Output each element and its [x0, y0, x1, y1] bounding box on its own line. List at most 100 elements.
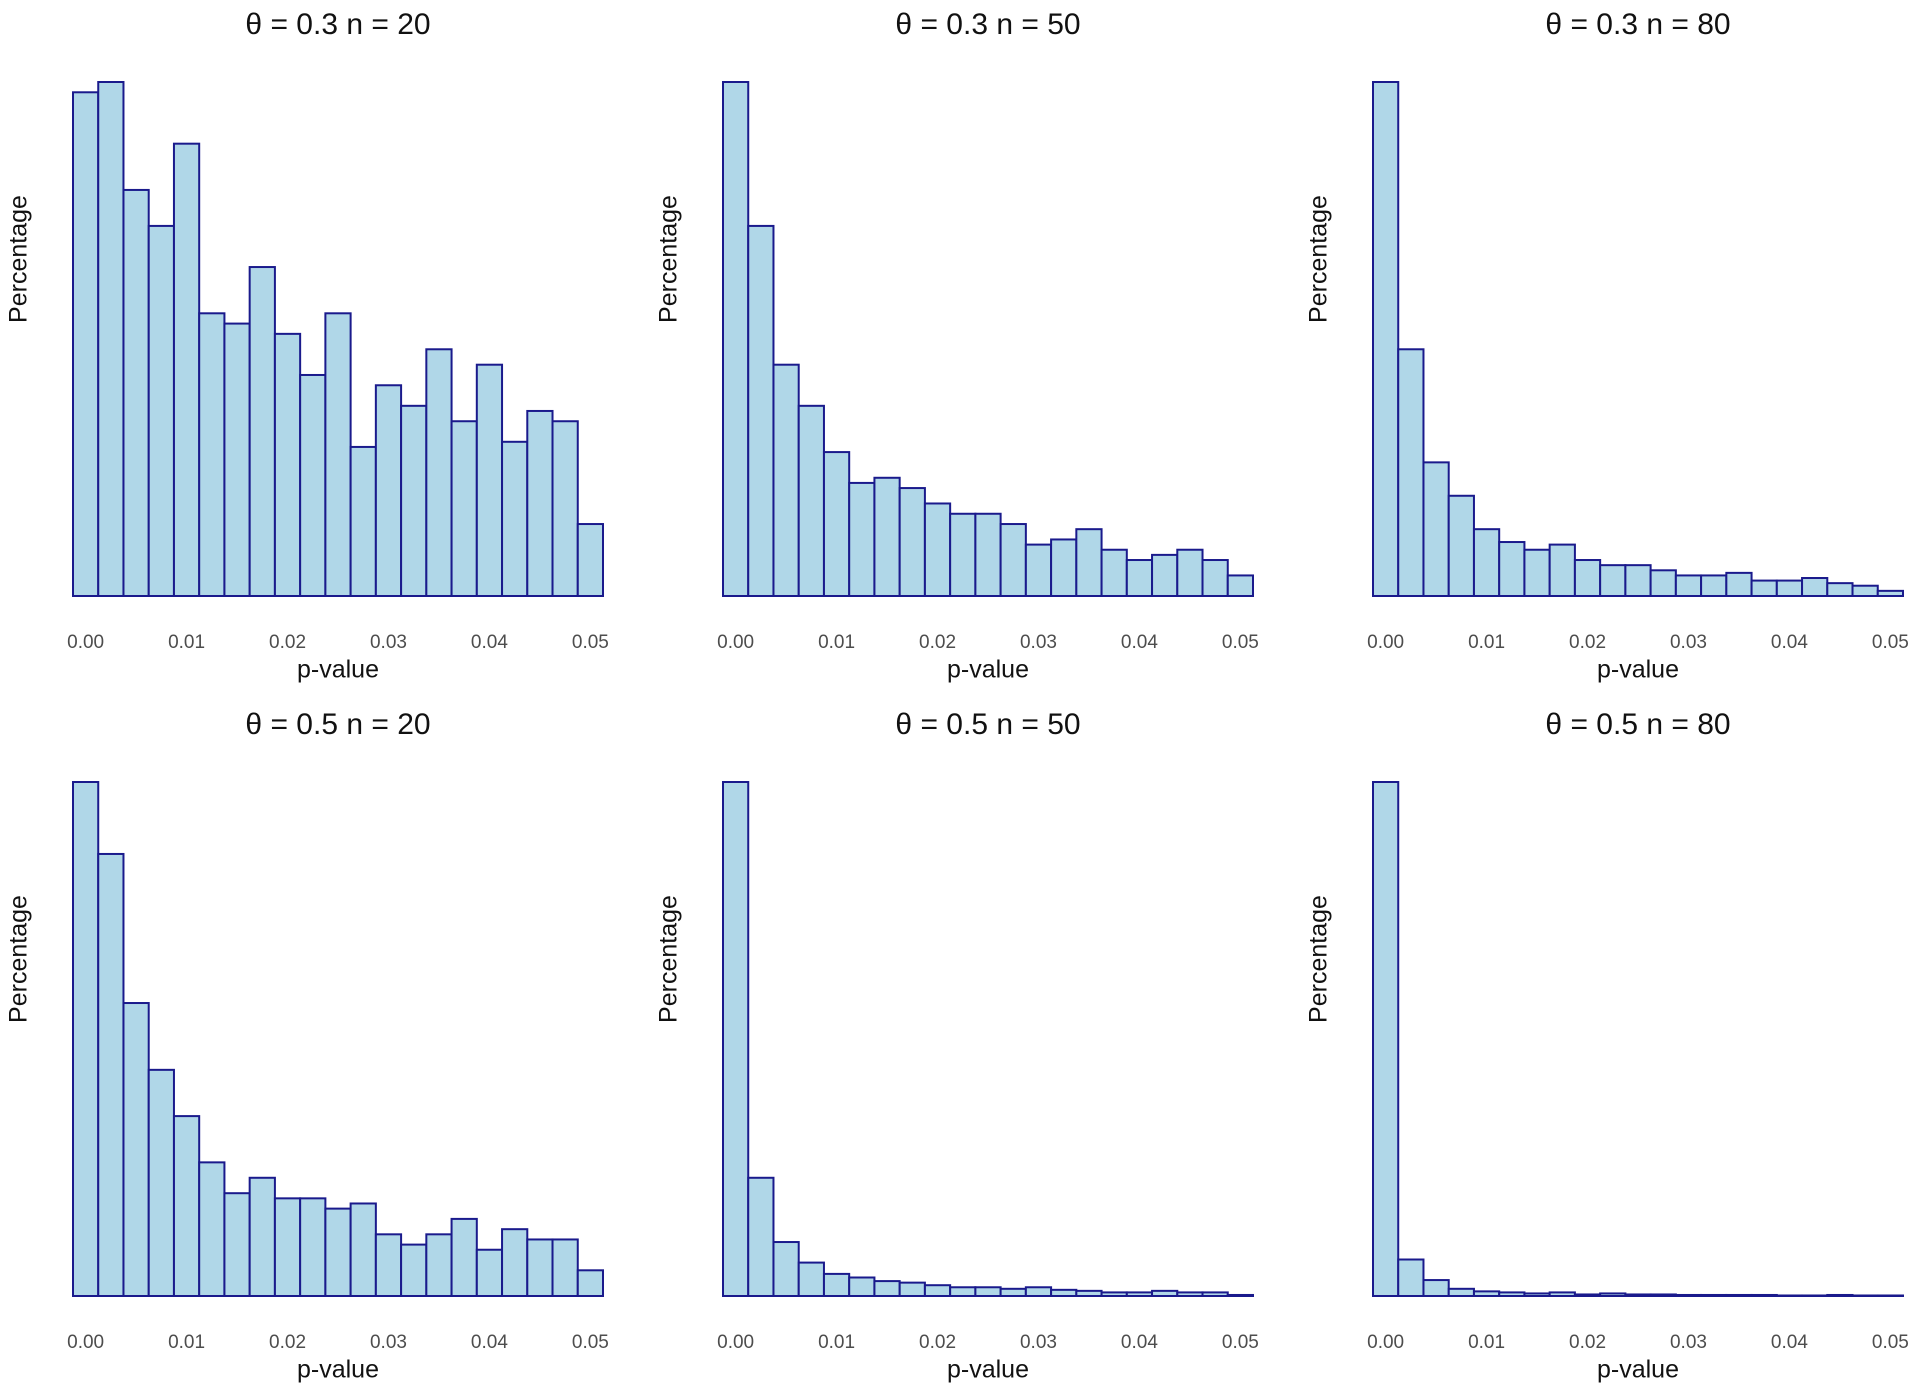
bar: [1024, 1286, 1053, 1297]
bar: [1624, 1293, 1652, 1298]
bar: [475, 363, 504, 598]
bar: [475, 1248, 504, 1297]
bar: [1176, 1291, 1204, 1297]
bar: [923, 1284, 952, 1298]
bar: [1422, 1279, 1450, 1298]
bar: [1851, 1294, 1879, 1297]
x-tick-label: 0.00: [1367, 632, 1404, 653]
bar: [1397, 1258, 1425, 1297]
bar: [374, 1233, 403, 1297]
x-tick-label: 0.00: [717, 1332, 754, 1353]
bar: [501, 1228, 529, 1298]
x-tick-label: 0.04: [1121, 632, 1158, 653]
bar: [526, 1238, 554, 1297]
bar: [425, 1233, 453, 1297]
bar: [1050, 1288, 1078, 1298]
bar: [1397, 348, 1425, 597]
y-axis-label: Percentage: [5, 195, 33, 323]
chart-title: θ = 0.5 n = 50: [895, 708, 1080, 741]
x-tick-label: 0.00: [717, 632, 754, 653]
x-axis-label: p-value: [297, 656, 379, 684]
bar: [299, 1197, 327, 1297]
bar: [1826, 1293, 1854, 1298]
chart-title: θ = 0.3 n = 80: [1545, 8, 1730, 41]
bar: [1226, 574, 1255, 598]
bar: [1775, 579, 1804, 598]
x-axis-label: p-value: [297, 1356, 379, 1384]
bar: [1472, 1290, 1501, 1298]
bar: [1125, 559, 1154, 598]
bar: [999, 1287, 1027, 1297]
bar: [949, 512, 977, 598]
bar: [1498, 541, 1526, 598]
bar: [172, 1115, 201, 1297]
bar: [324, 312, 352, 597]
bar: [1750, 579, 1778, 598]
x-tick-label: 0.05: [1222, 632, 1259, 653]
bar: [1447, 1287, 1475, 1297]
bar: [1125, 1291, 1154, 1297]
bar: [172, 142, 201, 597]
y-axis-label: Percentage: [5, 895, 33, 1023]
bar: [374, 384, 403, 598]
x-tick-label: 0.02: [269, 632, 306, 653]
x-tick-label: 0.02: [1569, 1332, 1606, 1353]
bar: [97, 852, 125, 1298]
bar: [198, 1161, 226, 1297]
chart-title: θ = 0.5 n = 20: [245, 708, 430, 741]
bar: [1573, 1293, 1602, 1298]
bar: [898, 1281, 926, 1297]
x-tick-label: 0.01: [168, 1332, 205, 1353]
bar: [1674, 1293, 1703, 1298]
x-tick-label: 0.05: [1872, 1332, 1909, 1353]
bar: [1573, 559, 1602, 598]
x-tick-label: 0.02: [919, 1332, 956, 1353]
bar: [974, 512, 1002, 598]
x-tick-label: 0.04: [1121, 1332, 1158, 1353]
bar: [1523, 1292, 1551, 1298]
bar: [1599, 564, 1627, 597]
x-tick-label: 0.04: [471, 1332, 508, 1353]
y-axis-label: Percentage: [655, 195, 683, 323]
bar: [999, 523, 1027, 597]
bar: [1075, 1289, 1103, 1297]
x-tick-label: 0.04: [1771, 1332, 1808, 1353]
bar: [822, 1272, 851, 1297]
bar: [1876, 1294, 1905, 1297]
x-tick-label: 0.01: [168, 632, 205, 653]
bar: [223, 1192, 251, 1297]
bar: [873, 476, 901, 597]
bar: [1801, 1294, 1829, 1297]
bar: [147, 224, 175, 597]
bar: [1422, 461, 1450, 597]
bar: [273, 332, 302, 597]
bar: [122, 1002, 150, 1298]
x-tick-label: 0.03: [1670, 1332, 1707, 1353]
bar: [400, 1243, 428, 1297]
x-tick-label: 0.04: [1771, 632, 1808, 653]
bar: [1472, 528, 1501, 597]
bar: [772, 363, 800, 598]
bar: [576, 523, 604, 597]
bar: [1498, 1291, 1526, 1297]
chart-title: θ = 0.3 n = 20: [245, 8, 430, 41]
x-tick-label: 0.02: [919, 632, 956, 653]
bar: [1447, 494, 1475, 597]
bar: [1649, 1293, 1677, 1298]
bar: [1876, 589, 1905, 597]
bar: [1700, 1293, 1728, 1298]
x-tick-label: 0.05: [1222, 1332, 1259, 1353]
x-tick-label: 0.01: [818, 632, 855, 653]
bar: [873, 1280, 901, 1297]
bar: [1548, 1291, 1576, 1297]
x-tick-label: 0.01: [1468, 632, 1505, 653]
bar: [248, 1176, 276, 1298]
y-axis-label: Percentage: [1305, 895, 1333, 1023]
bar: [747, 1176, 775, 1298]
x-axis-label: p-value: [947, 656, 1029, 684]
bar: [1599, 1292, 1627, 1298]
bar: [848, 1276, 876, 1297]
bar: [551, 1238, 579, 1297]
bar: [848, 481, 876, 598]
bar: [822, 451, 851, 597]
